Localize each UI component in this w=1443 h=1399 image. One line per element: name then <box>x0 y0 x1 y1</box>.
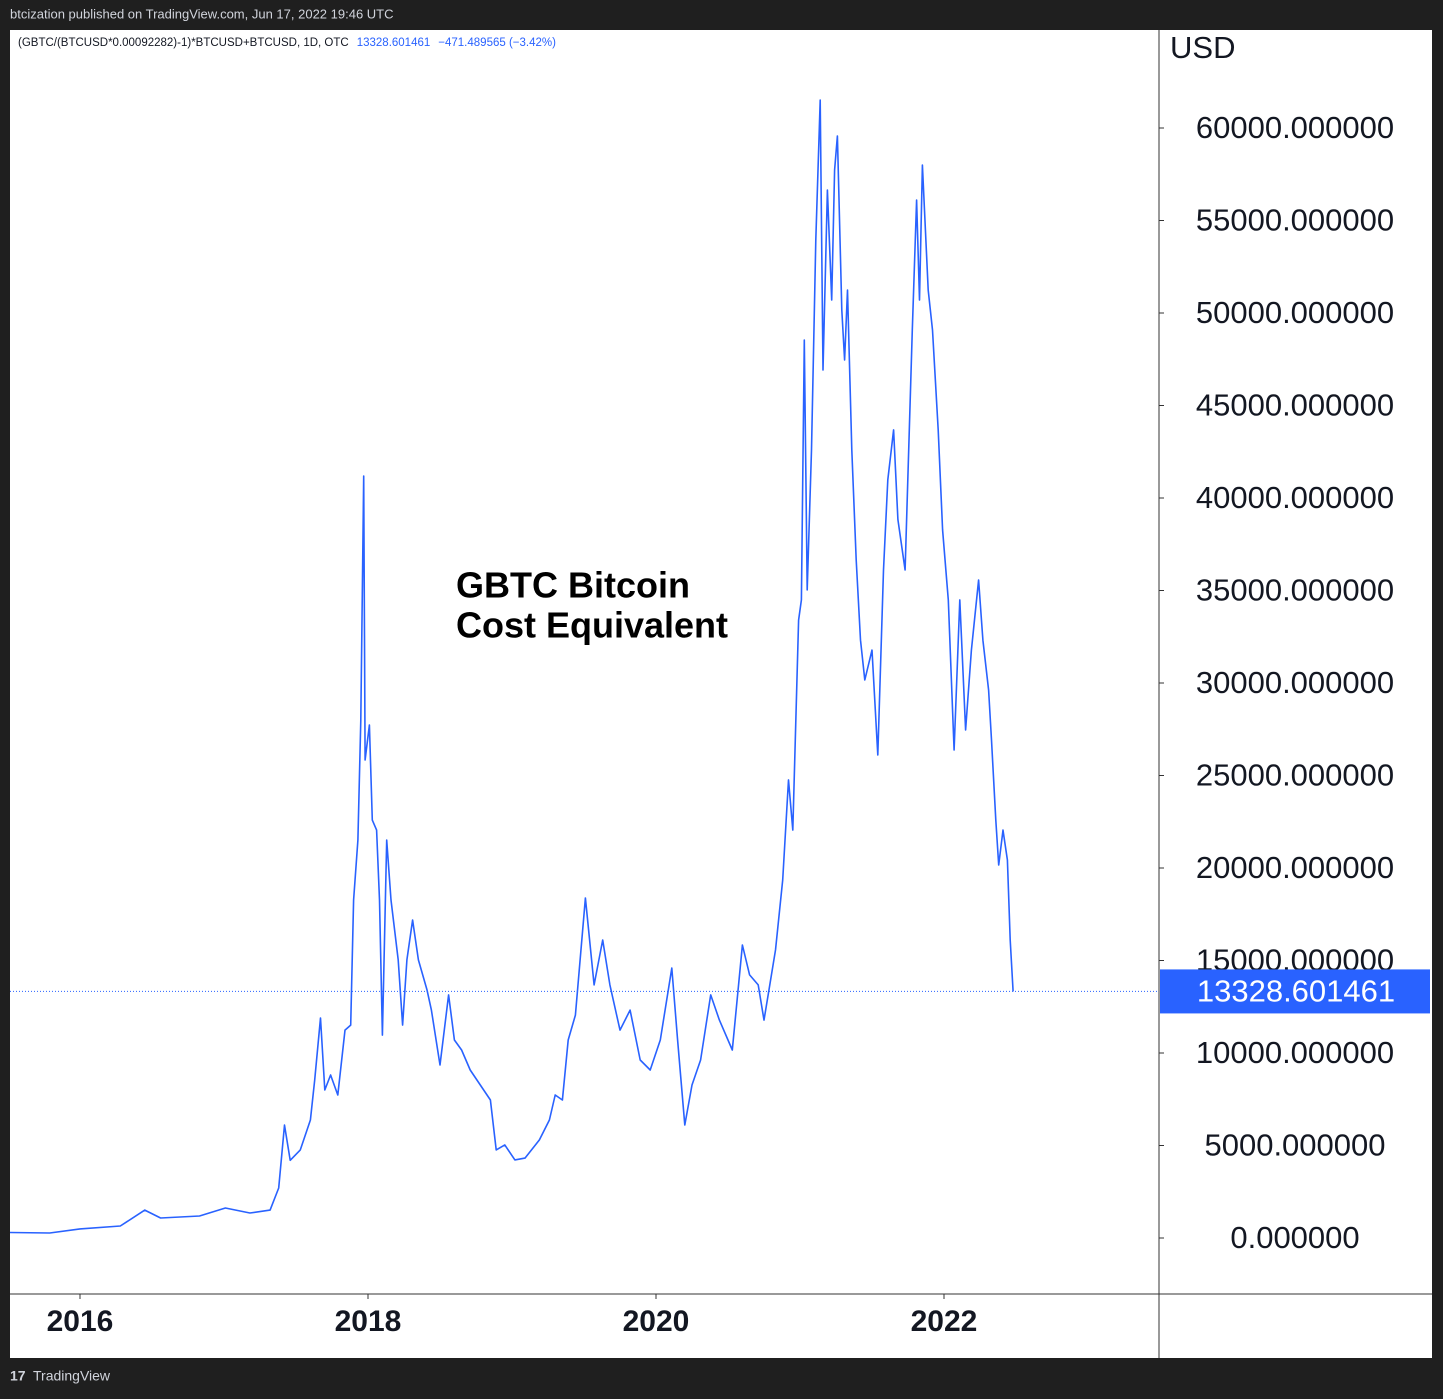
logo-mark: 17 <box>10 1368 26 1384</box>
x-tick-label: 2022 <box>911 1305 978 1338</box>
x-tick-label: 2016 <box>47 1305 114 1338</box>
last-price-box <box>1160 969 1430 1014</box>
publisher: btcization published on TradingView.com,… <box>10 6 394 21</box>
symbol: (GBTC/(BTCUSD*0.00092282)-1)*BTCUSD+BTCU… <box>18 37 349 49</box>
header-change: −471.489565 (−3.42%) <box>438 37 556 49</box>
y-tick-label: 50000.000000 <box>1196 295 1394 330</box>
y-tick-label: 60000.000000 <box>1196 110 1394 145</box>
chart-panel <box>10 30 1432 1358</box>
y-tick-label: 45000.000000 <box>1196 388 1394 423</box>
y-tick-label: 5000.000000 <box>1204 1128 1385 1163</box>
x-tick-label: 2020 <box>623 1305 690 1338</box>
last-price-label: 13328.601461 <box>1197 974 1395 1009</box>
y-tick-label: 35000.000000 <box>1196 573 1394 608</box>
y-tick-label: 25000.000000 <box>1196 758 1394 793</box>
y-tick-label: 10000.000000 <box>1196 1035 1394 1070</box>
plot <box>9 99 1014 1234</box>
y-tick-label: 0.000000 <box>1230 1220 1359 1255</box>
annotation: GBTC Bitcoin <box>456 565 690 606</box>
y-tick-label: 30000.000000 <box>1196 665 1394 700</box>
footer: TradingView <box>33 1368 111 1384</box>
x-tick-label: 2018 <box>335 1305 402 1338</box>
annotation: Cost Equivalent <box>456 605 728 646</box>
price-line <box>9 99 1014 1234</box>
y-tick-label: 40000.000000 <box>1196 480 1394 515</box>
y-tick-label: 55000.000000 <box>1196 203 1394 238</box>
header-price: 13328.601461 <box>357 37 431 49</box>
y-unit: USD <box>1170 30 1235 65</box>
y-tick-label: 20000.000000 <box>1196 850 1394 885</box>
legend-header: (GBTC/(BTCUSD*0.00092282)-1)*BTCUSD+BTCU… <box>18 37 556 49</box>
